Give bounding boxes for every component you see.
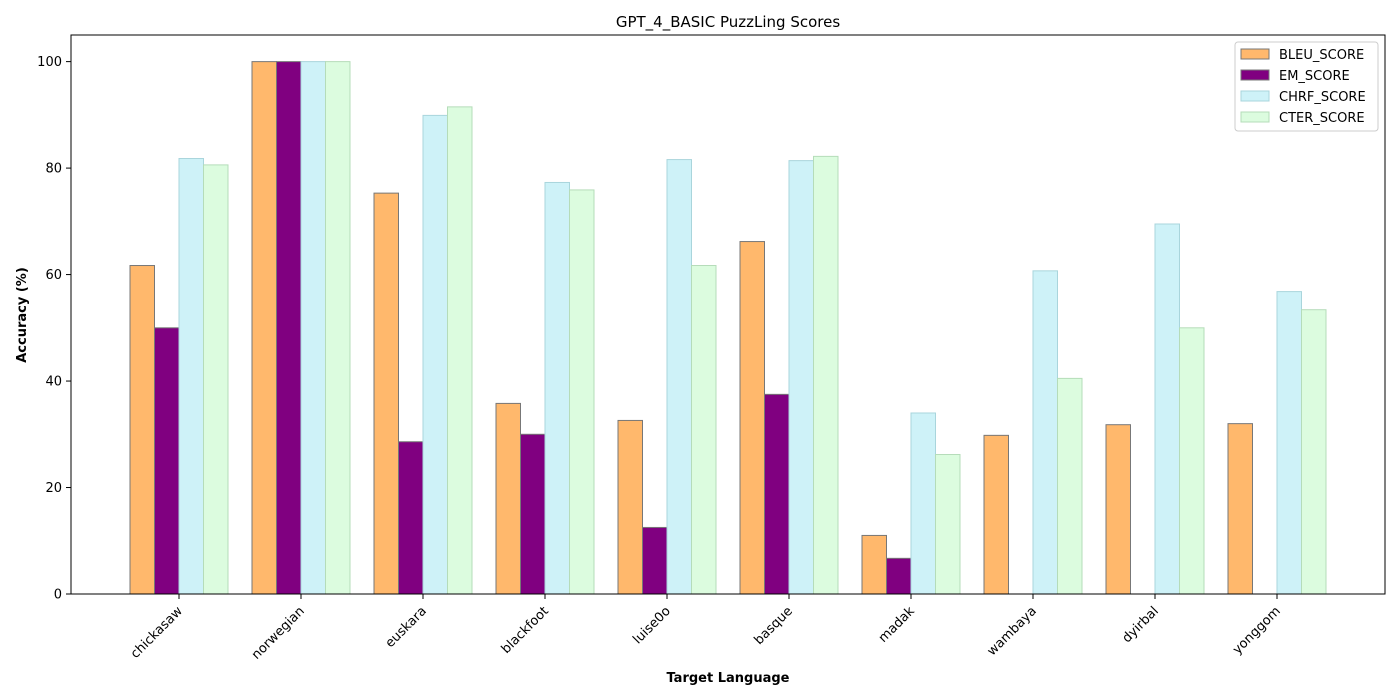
bar-chrf-score-chickasaw xyxy=(178,158,204,595)
bar-chrf-score-madak xyxy=(910,412,936,595)
bar-bleu-score-basque xyxy=(739,241,765,595)
bar-cter-score-norwegian xyxy=(325,61,351,595)
legend-swatch xyxy=(1240,69,1270,81)
y-axis-title: Accuracy (%) xyxy=(15,267,30,363)
bar-chrf-score-wambaya xyxy=(1032,270,1058,595)
bar-bleu-score-madak xyxy=(861,534,887,595)
legend-swatch xyxy=(1240,111,1270,123)
x-tick-label: blackfoot xyxy=(499,604,552,657)
y-tick-label: 100 xyxy=(37,55,62,70)
y-tick-label: 0 xyxy=(54,588,62,603)
legend-swatch xyxy=(1240,90,1270,102)
legend-label: BLEU_SCORE xyxy=(1279,48,1364,63)
bar-bleu-score-euskara xyxy=(373,192,399,595)
x-tick-label: luise0o xyxy=(630,604,673,647)
bar-bleu-score-blackfoot xyxy=(495,402,521,595)
x-tick-label: yonggom xyxy=(1230,604,1284,658)
bar-em-score-chickasaw xyxy=(154,327,180,595)
axes-frame xyxy=(70,34,1386,595)
bar-bleu-score-yonggom xyxy=(1227,423,1253,595)
bar-bleu-score-luise0o xyxy=(617,419,643,595)
bar-chrf-score-norwegian xyxy=(300,61,326,595)
x-tick-label: madak xyxy=(876,604,918,646)
y-tick-label: 20 xyxy=(45,481,62,496)
legend-box xyxy=(1234,41,1379,132)
plot-area: chickasaw norwegian euskara blackfoot luise0… xyxy=(37,34,1386,663)
bar-chrf-score-euskara xyxy=(422,114,448,595)
bar-cter-score-basque xyxy=(813,155,839,595)
bar-chrf-score-yonggom xyxy=(1276,291,1302,595)
bar-em-score-luise0o xyxy=(642,526,668,595)
bar-chrf-score-dyirbal xyxy=(1154,223,1180,595)
bar-cter-score-dyirbal xyxy=(1179,327,1205,595)
bar-chrf-score-blackfoot xyxy=(544,181,570,595)
x-tick-label: euskara xyxy=(383,604,430,651)
y-tick-label: 80 xyxy=(45,162,62,177)
legend-label: EM_SCORE xyxy=(1279,69,1350,84)
bar-cter-score-blackfoot xyxy=(569,189,595,595)
bar-cter-score-madak xyxy=(935,454,961,595)
legend: BLEU_SCORE EM_SCORE CHRF_SCORE CTER_SCORE xyxy=(1234,41,1379,132)
bar-em-score-madak xyxy=(886,557,912,595)
bar-chrf-score-luise0o xyxy=(666,159,692,595)
bar-em-score-norwegian xyxy=(276,61,302,595)
bar-chrf-score-basque xyxy=(788,160,814,595)
chart-title: GPT_4_BASIC PuzzLing Scores xyxy=(616,13,840,32)
bar-bleu-score-norwegian xyxy=(251,61,277,595)
legend-label: CHRF_SCORE xyxy=(1279,90,1366,105)
x-axis-title: Target Language xyxy=(666,671,789,686)
bar-cter-score-yonggom xyxy=(1301,309,1327,595)
bar-cter-score-chickasaw xyxy=(203,164,229,595)
bar-cter-score-luise0o xyxy=(691,265,717,595)
bar-em-score-blackfoot xyxy=(520,433,546,595)
x-tick-label: norwegian xyxy=(249,604,308,663)
x-tick-label: basque xyxy=(752,604,796,648)
bar-bleu-score-chickasaw xyxy=(129,265,155,595)
bar-em-score-euskara xyxy=(398,441,424,595)
bar-cter-score-wambaya xyxy=(1057,377,1083,595)
x-tick-label: dyirbal xyxy=(1120,604,1162,646)
bar-em-score-basque xyxy=(764,393,790,595)
bar-bleu-score-dyirbal xyxy=(1105,424,1131,595)
x-tick-label: wambaya xyxy=(985,604,1040,659)
bar-cter-score-euskara xyxy=(447,106,473,595)
legend-label: CTER_SCORE xyxy=(1279,111,1365,126)
bar-bleu-score-wambaya xyxy=(983,434,1009,595)
x-tick-label: chickasaw xyxy=(128,604,186,662)
legend-swatch xyxy=(1240,48,1270,60)
y-tick-label: 60 xyxy=(45,268,62,283)
y-tick-label: 40 xyxy=(45,375,62,390)
